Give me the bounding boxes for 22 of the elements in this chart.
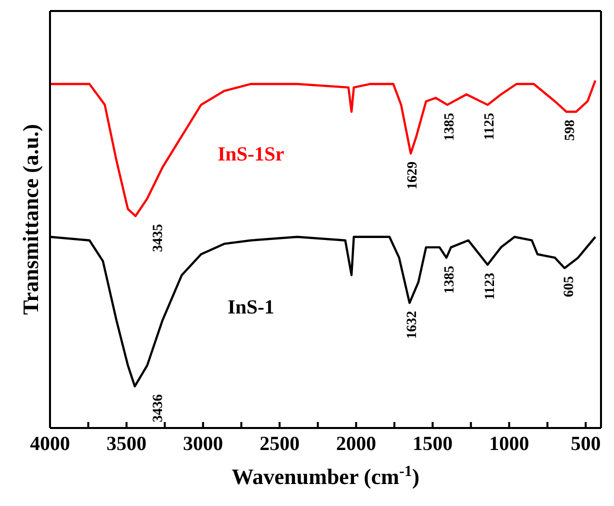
- x-tick-label: 1500: [412, 433, 453, 456]
- x-tick-label: 3000: [183, 433, 224, 456]
- x-tick-label: 1000: [489, 433, 530, 456]
- annotation: 1125: [482, 112, 498, 140]
- text: InS-1: [228, 296, 274, 318]
- annotation: 1385: [442, 112, 458, 141]
- annotation: 598: [563, 120, 578, 141]
- x-tick-label: 2000: [336, 433, 376, 456]
- x-tick-label: 500: [570, 433, 601, 456]
- annotation: 1385: [442, 266, 458, 294]
- annotation: 3436: [150, 394, 166, 422]
- x-tick-label: 3500: [106, 433, 147, 456]
- x-tick-label: 2500: [260, 433, 300, 456]
- annotation: 605: [562, 276, 578, 298]
- annotation: 1123: [482, 272, 498, 300]
- x-tick-label: 4000: [30, 433, 70, 456]
- series-label: InS-1Sr: [218, 144, 284, 166]
- x-axis-title: Wavenumber (cm$^{-1}$): [232, 462, 420, 489]
- annotation: 1629: [405, 161, 420, 190]
- y-axis-title: Transmittance (a.u.): [18, 124, 42, 315]
- annotation: 1632: [404, 310, 420, 339]
- annotation: 3435: [150, 224, 166, 252]
